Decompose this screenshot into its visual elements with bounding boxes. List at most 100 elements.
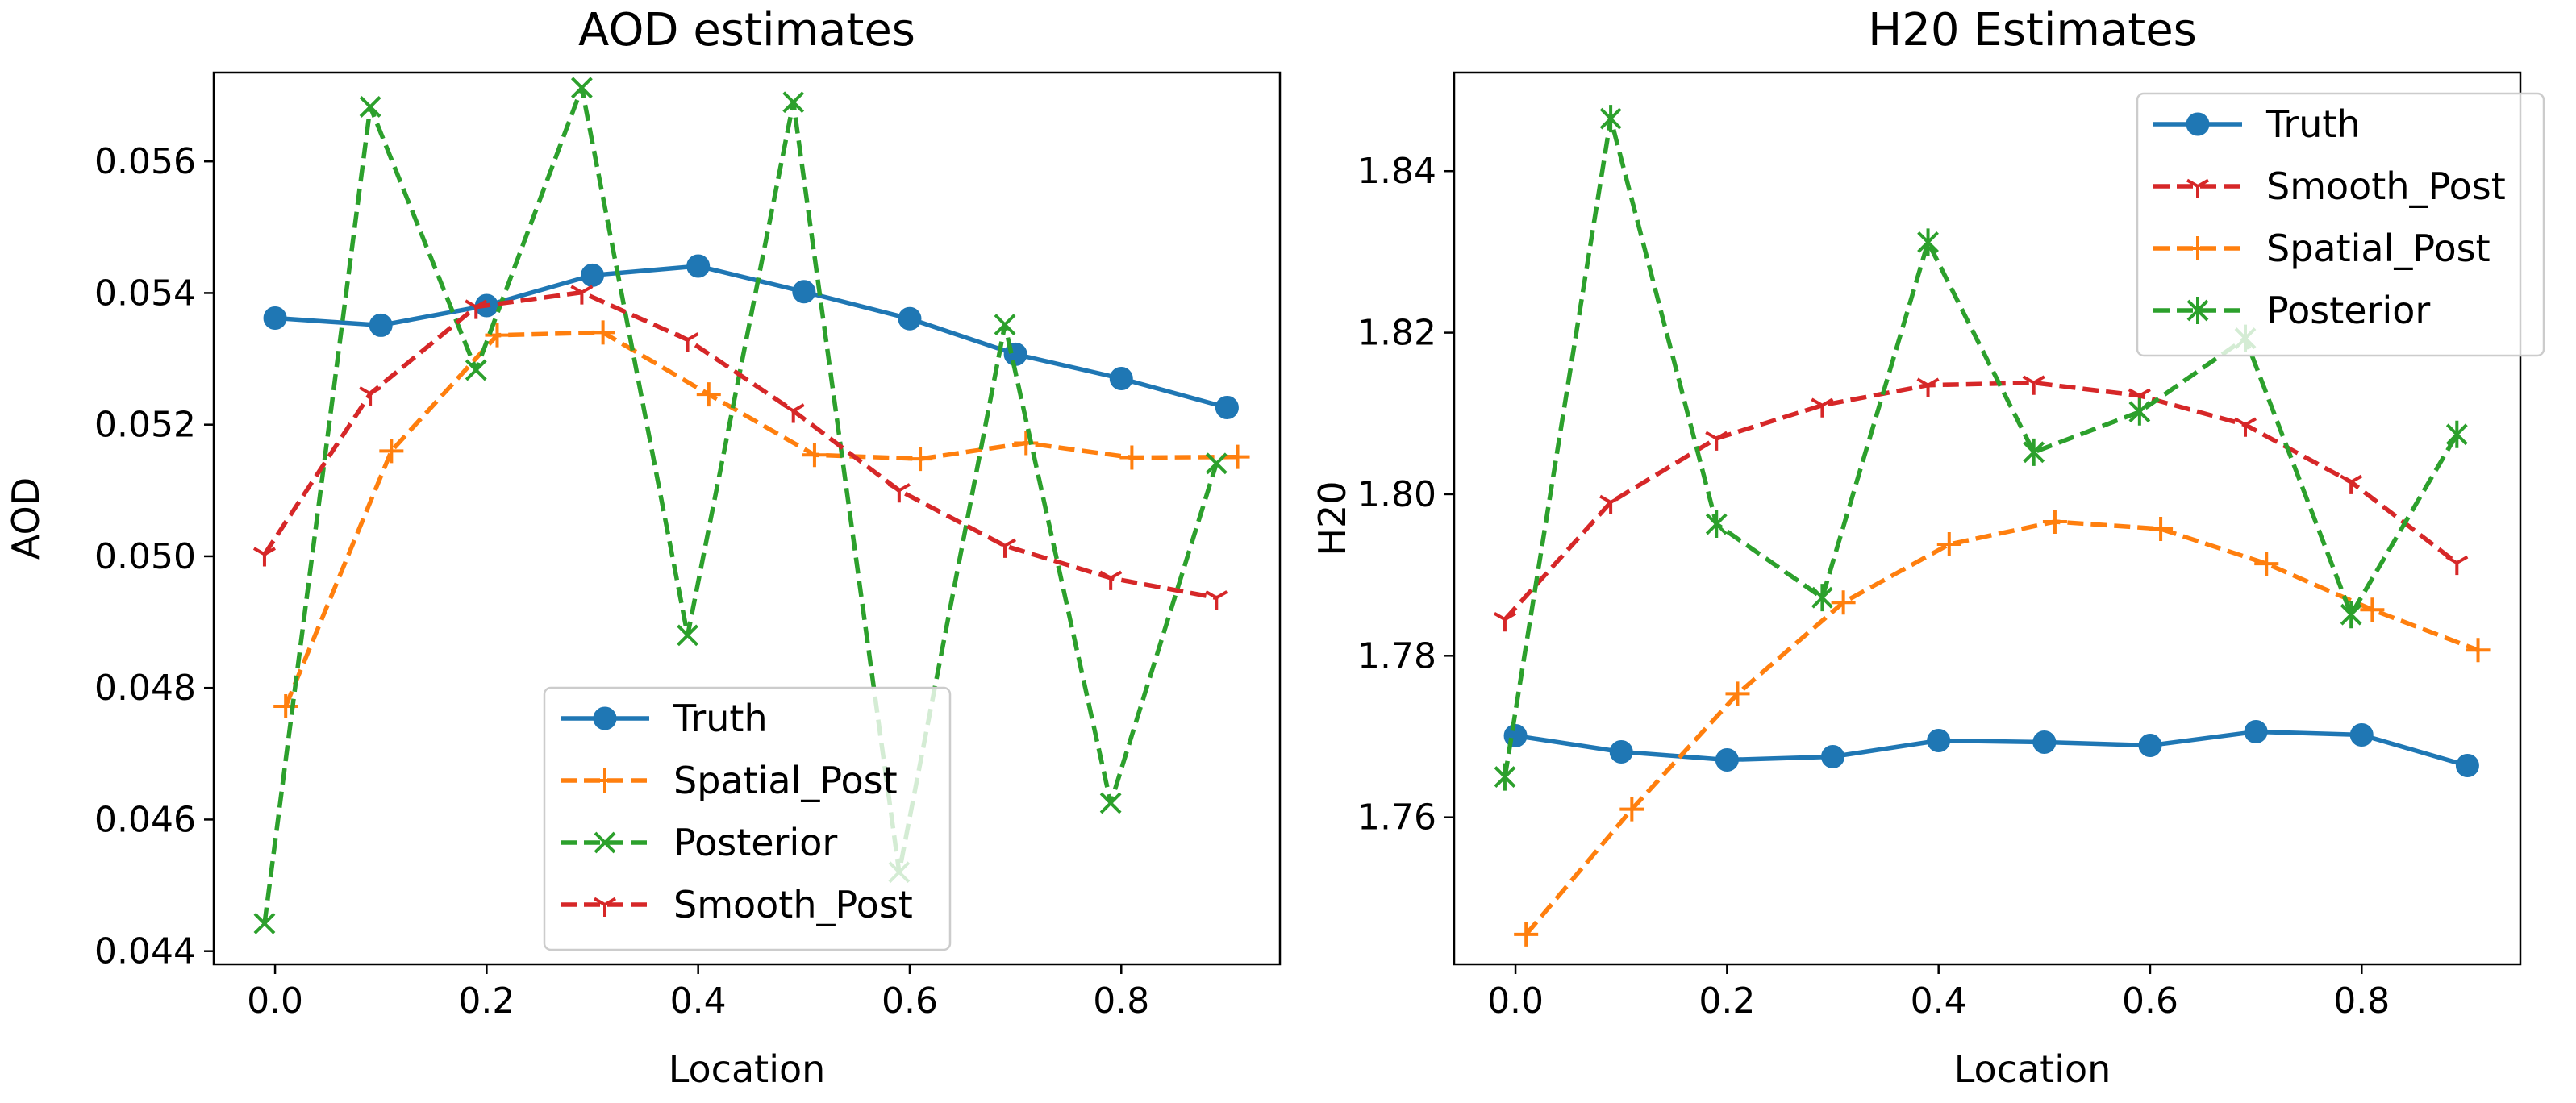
h20-legend-marker (2186, 236, 2210, 260)
h20-legend-marker (2186, 112, 2210, 136)
aod-truth-point (1215, 395, 1239, 419)
aod-y-tick-label: 0.046 (94, 799, 196, 840)
h20-truth-line (1515, 729, 2469, 768)
aod-legend-marker (594, 831, 616, 854)
aod-smooth-post-point (1205, 590, 1228, 610)
h20-posterior-point (2340, 601, 2362, 629)
aod-truth-point (263, 306, 287, 330)
aod-x-tick-label: 0.0 (247, 980, 303, 1022)
aod-chart: 0.0 0.2 0.4 0.6 0.8 0.044 0.046 0.048 0.050 0.052… (4, 4, 1282, 1091)
h20-spatial-post-point (2466, 638, 2491, 663)
aod-legend-label: Spatial_Post (673, 759, 898, 802)
aod-posterior-point (677, 624, 698, 647)
aod-posterior-point (465, 359, 487, 381)
aod-posterior-point (570, 77, 593, 99)
h20-posterior-point (1599, 105, 1622, 133)
aod-legend: Truth Spatial_Post Posterior Smooth_Post (543, 686, 952, 951)
aod-spatial-post-line (283, 330, 1238, 708)
h20-spatial-post-point (1725, 681, 1750, 706)
aod-smooth-post-point (359, 386, 382, 406)
h20-posterior-point (2128, 397, 2151, 426)
h20-truth-point (2244, 719, 2268, 743)
h20-smooth-post-line (1503, 380, 2458, 622)
aod-posterior-point (994, 314, 1016, 336)
aod-smooth-post-point (676, 332, 699, 352)
aod-truth-point (1109, 367, 1133, 391)
h20-posterior-line (1503, 116, 2459, 778)
h20-chart: 0.0 0.2 0.4 0.6 0.8 1.76 1.78 1.80 1.82 1.84 H20 … (1311, 4, 2545, 1091)
h20-spatial-post-point (2360, 597, 2385, 622)
h20-smooth-post-point (2445, 555, 2469, 576)
h20-posterior-point (1705, 510, 1728, 539)
aod-legend-marker (593, 897, 617, 917)
h20-spatial-post-point (2042, 510, 2067, 535)
h20-smooth-post-point (2233, 417, 2257, 437)
h20-smooth-post-point (2022, 375, 2045, 395)
aod-truth-point (686, 254, 711, 278)
aod-smooth-post-point (570, 285, 594, 305)
h20-posterior-point (2023, 438, 2045, 466)
h20-posterior-point (1917, 228, 1939, 256)
h20-x-tick-label: 0.4 (1911, 980, 1967, 1022)
aod-posterior-point (253, 912, 276, 934)
aod-y-tick-label: 0.052 (94, 405, 196, 446)
h20-legend-label: Smooth_Post (2266, 164, 2506, 208)
aod-spatial-post-point (802, 443, 827, 468)
aod-title: AOD estimates (578, 4, 915, 56)
aod-truth-point (581, 263, 605, 287)
h20-series (1493, 105, 2491, 947)
h20-truth-point (1715, 748, 1739, 772)
h20-x-tick-label: 0.6 (2122, 980, 2178, 1022)
h20-spatial-post-point (2254, 552, 2279, 576)
aod-x-axis-label: Location (669, 1047, 826, 1091)
h20-smooth-post-point (1493, 611, 1516, 632)
aod-smooth-post-point (887, 483, 911, 503)
h20-smooth-post-point (1811, 397, 1834, 418)
aod-posterior-point (1205, 452, 1228, 475)
h20-truth-point (1927, 728, 1951, 752)
aod-spatial-post-point (1225, 444, 1250, 469)
aod-smooth-post-point (252, 547, 276, 567)
h20-spatial-post-point (1936, 532, 1961, 557)
h20-smooth-post-point (1599, 494, 1623, 514)
aod-x-tick-label: 0.2 (458, 980, 515, 1022)
aod-spatial-post-point (590, 320, 615, 345)
aod-y-tick-label: 0.048 (94, 668, 196, 709)
aod-x-tick-label: 0.8 (1093, 980, 1149, 1022)
aod-smooth-post-point (993, 538, 1017, 558)
h20-y-tick-label: 1.84 (1357, 151, 1436, 192)
aod-smooth-post-line (262, 289, 1217, 601)
h20-legend-label: Spatial_Post (2266, 227, 2491, 270)
h20-posterior-point (1811, 584, 1833, 612)
aod-x-tick-label: 0.6 (882, 980, 938, 1022)
aod-spatial-post-point (696, 382, 721, 407)
h20-truth-point (2138, 734, 2162, 758)
h20-x-tick-label: 0.2 (1699, 980, 1755, 1022)
h20-truth-point (1821, 745, 1845, 769)
h20-x-axis-label: Location (1954, 1047, 2111, 1091)
h20-spatial-post-line (1524, 519, 2479, 936)
aod-smooth-post-point (782, 403, 805, 423)
h20-smooth-post-point (1705, 431, 1728, 451)
h20-posterior-point (1494, 763, 1516, 791)
aod-truth-point (898, 306, 922, 331)
h20-smooth-post-point (2340, 474, 2363, 494)
h20-spatial-post-point (1831, 590, 1856, 615)
h20-title: H20 Estimates (1868, 4, 2197, 56)
h20-legend-box (2136, 92, 2545, 357)
aod-posterior-point (782, 91, 805, 114)
h20-truth-point (2032, 730, 2057, 755)
h20-spatial-post-point (1514, 922, 1539, 947)
aod-truth-point (369, 313, 393, 337)
aod-truth-point (792, 280, 816, 304)
aod-posterior-point (1099, 792, 1122, 814)
h20-y-tick-label: 1.78 (1357, 635, 1436, 676)
h20-legend: Truth Smooth_Post Spatial_Post Posterior (2136, 92, 2545, 357)
aod-spatial-post-point (485, 323, 510, 348)
aod-ticks: 0.0 0.2 0.4 0.6 0.8 0.044 0.046 0.048 0.050 0.052… (94, 141, 1149, 1022)
h20-truth-point (1609, 740, 1633, 764)
h20-ticks: 0.0 0.2 0.4 0.6 0.8 1.76 1.78 1.80 1.82 1.84 (1357, 151, 2390, 1022)
h20-x-tick-label: 0.0 (1487, 980, 1544, 1022)
h20-posterior-point (2445, 420, 2468, 448)
aod-x-tick-label: 0.4 (670, 980, 727, 1022)
